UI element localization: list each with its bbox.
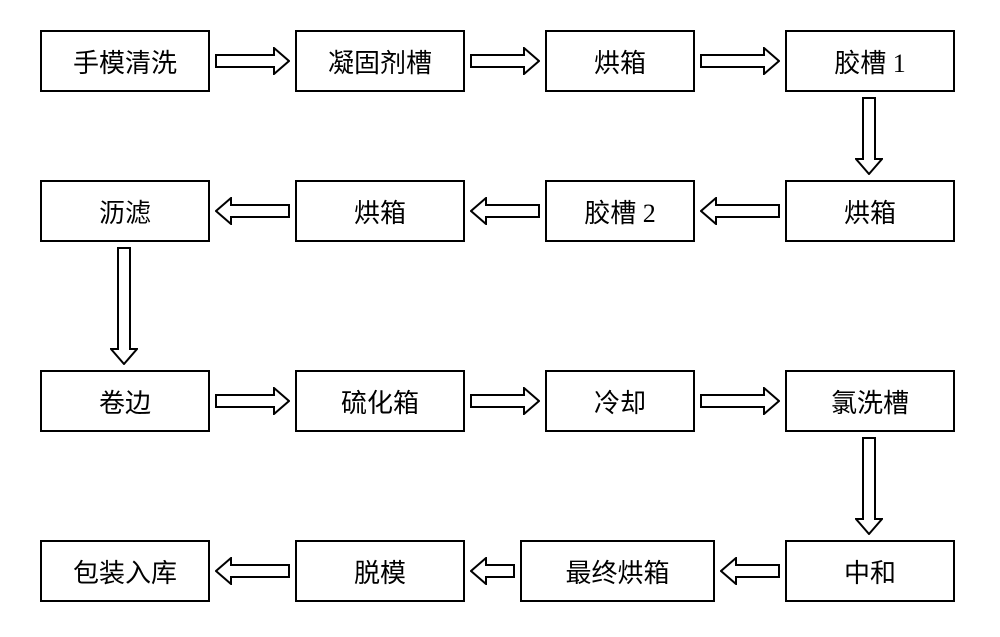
flow-arrow: [720, 557, 780, 585]
flow-node-label: 卷边: [99, 383, 151, 420]
flow-node: 烘箱: [295, 180, 465, 242]
flow-arrow: [110, 247, 138, 365]
flow-node: 沥滤: [40, 180, 210, 242]
process-flowchart: 手模清洗凝固剂槽烘箱胶槽 1烘箱胶槽 2烘箱沥滤卷边硫化箱冷却氯洗槽中和最终烘箱…: [0, 0, 1000, 637]
flow-node-label: 硫化箱: [341, 383, 419, 420]
flow-arrow: [700, 197, 780, 225]
flow-node: 氯洗槽: [785, 370, 955, 432]
flow-arrow: [215, 387, 290, 415]
flow-node-label: 脱模: [354, 553, 406, 590]
flow-node-label: 烘箱: [844, 193, 896, 230]
flow-node: 包装入库: [40, 540, 210, 602]
flow-arrow: [215, 47, 290, 75]
flow-node-label: 烘箱: [354, 193, 406, 230]
flow-node-label: 最终烘箱: [565, 553, 669, 590]
flow-arrow: [700, 387, 780, 415]
flow-arrow: [470, 197, 540, 225]
flow-node-label: 沥滤: [99, 193, 151, 230]
flow-node: 凝固剂槽: [295, 30, 465, 92]
flow-arrow: [700, 47, 780, 75]
flow-arrow: [855, 437, 883, 535]
flow-arrow: [470, 557, 515, 585]
flow-arrow: [215, 557, 290, 585]
flow-node-label: 中和: [844, 553, 896, 590]
flow-arrow: [470, 47, 540, 75]
flow-node-label: 冷却: [594, 383, 646, 420]
flow-node-label: 胶槽 1: [834, 43, 906, 80]
flow-node: 胶槽 2: [545, 180, 695, 242]
flow-node-label: 胶槽 2: [584, 193, 656, 230]
flow-node: 脱模: [295, 540, 465, 602]
flow-node: 卷边: [40, 370, 210, 432]
flow-node-label: 凝固剂槽: [328, 43, 432, 80]
flow-node: 烘箱: [785, 180, 955, 242]
flow-node: 胶槽 1: [785, 30, 955, 92]
flow-node: 冷却: [545, 370, 695, 432]
flow-node-label: 包装入库: [73, 553, 177, 590]
flow-node-label: 烘箱: [594, 43, 646, 80]
flow-node: 中和: [785, 540, 955, 602]
flow-node: 最终烘箱: [520, 540, 715, 602]
flow-node: 烘箱: [545, 30, 695, 92]
flow-node-label: 氯洗槽: [831, 383, 909, 420]
flow-arrow: [215, 197, 290, 225]
flow-node: 手模清洗: [40, 30, 210, 92]
flow-node-label: 手模清洗: [73, 43, 177, 80]
flow-arrow: [855, 97, 883, 175]
flow-node: 硫化箱: [295, 370, 465, 432]
flow-arrow: [470, 387, 540, 415]
